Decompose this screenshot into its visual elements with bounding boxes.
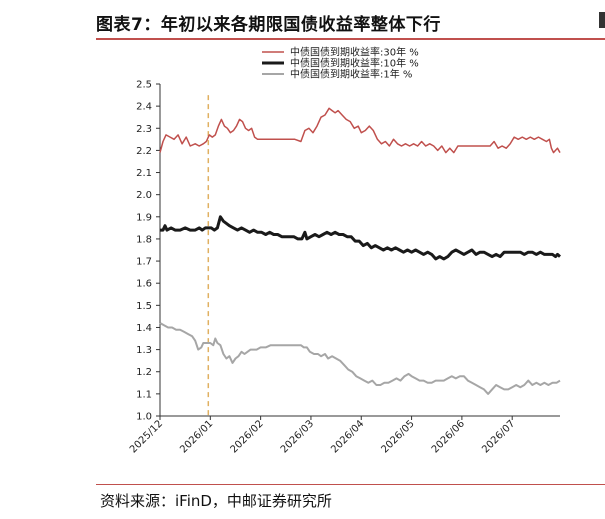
- y-tick-label: 2.3: [136, 124, 152, 135]
- y-tick-label: 1.7: [136, 257, 152, 268]
- y-tick-label: 2.5: [136, 80, 152, 91]
- title-rule: [96, 38, 605, 40]
- x-tick-label: 2026/03: [279, 418, 316, 455]
- x-tick-label: 2026/05: [380, 418, 417, 455]
- y-tick-label: 2.1: [136, 168, 152, 179]
- x-tick-label: 2026/06: [430, 418, 467, 455]
- x-tick-label: 2026/04: [329, 418, 366, 455]
- x-tick-label: 2026/07: [480, 418, 517, 455]
- chart-series: [159, 107, 561, 395]
- y-tick-label: 1.5: [136, 301, 152, 312]
- y-tick-label: 1.2: [136, 367, 152, 378]
- legend-label-0: 中债国债到期收益率:30年 %: [290, 46, 419, 59]
- y-tick-label: 2.2: [136, 146, 152, 157]
- y-tick-label: 1.8: [136, 234, 152, 245]
- x-tick-label: 2026/01: [178, 418, 215, 455]
- y-tick-label: 1.4: [136, 323, 152, 334]
- x-tick-label: 2026/02: [229, 418, 266, 455]
- y-tick-label: 1.9: [136, 212, 152, 223]
- y-tick-label: 1.3: [136, 345, 152, 356]
- y-tick-label: 1.1: [136, 389, 152, 400]
- chart-title: 图表7：年初以来各期限国债收益率整体下行: [96, 15, 441, 35]
- bottom-rule: [96, 484, 605, 485]
- source-note: 资料来源：iFinD，中邮证券研究所: [100, 492, 332, 510]
- series-line-2: [159, 322, 561, 395]
- legend-label-1: 中债国债到期收益率:10年 %: [290, 57, 419, 70]
- title-row: 图表7：年初以来各期限国债收益率整体下行: [96, 6, 601, 36]
- y-tick-label: 2.0: [136, 190, 152, 201]
- chart-legend: 中债国债到期收益率:30年 %中债国债到期收益率:10年 %中债国债到期收益率:…: [262, 46, 419, 81]
- edge-mark: [599, 12, 605, 28]
- x-tick-label: 2025/12: [128, 418, 165, 455]
- series-line-1: [160, 215, 561, 261]
- y-tick-label: 1.0: [136, 412, 152, 423]
- series-line-0: [159, 107, 561, 154]
- y-tick-label: 1.6: [136, 279, 152, 290]
- legend-label-2: 中债国债到期收益率:1年 %: [290, 68, 412, 81]
- y-tick-label: 2.4: [136, 102, 152, 113]
- chart-axes: 1.0 1.1 1.2 1.3 1.4 1.5 1.6 1.7 1.8 1.9 2.0 2.1 2.2 2…: [128, 80, 560, 455]
